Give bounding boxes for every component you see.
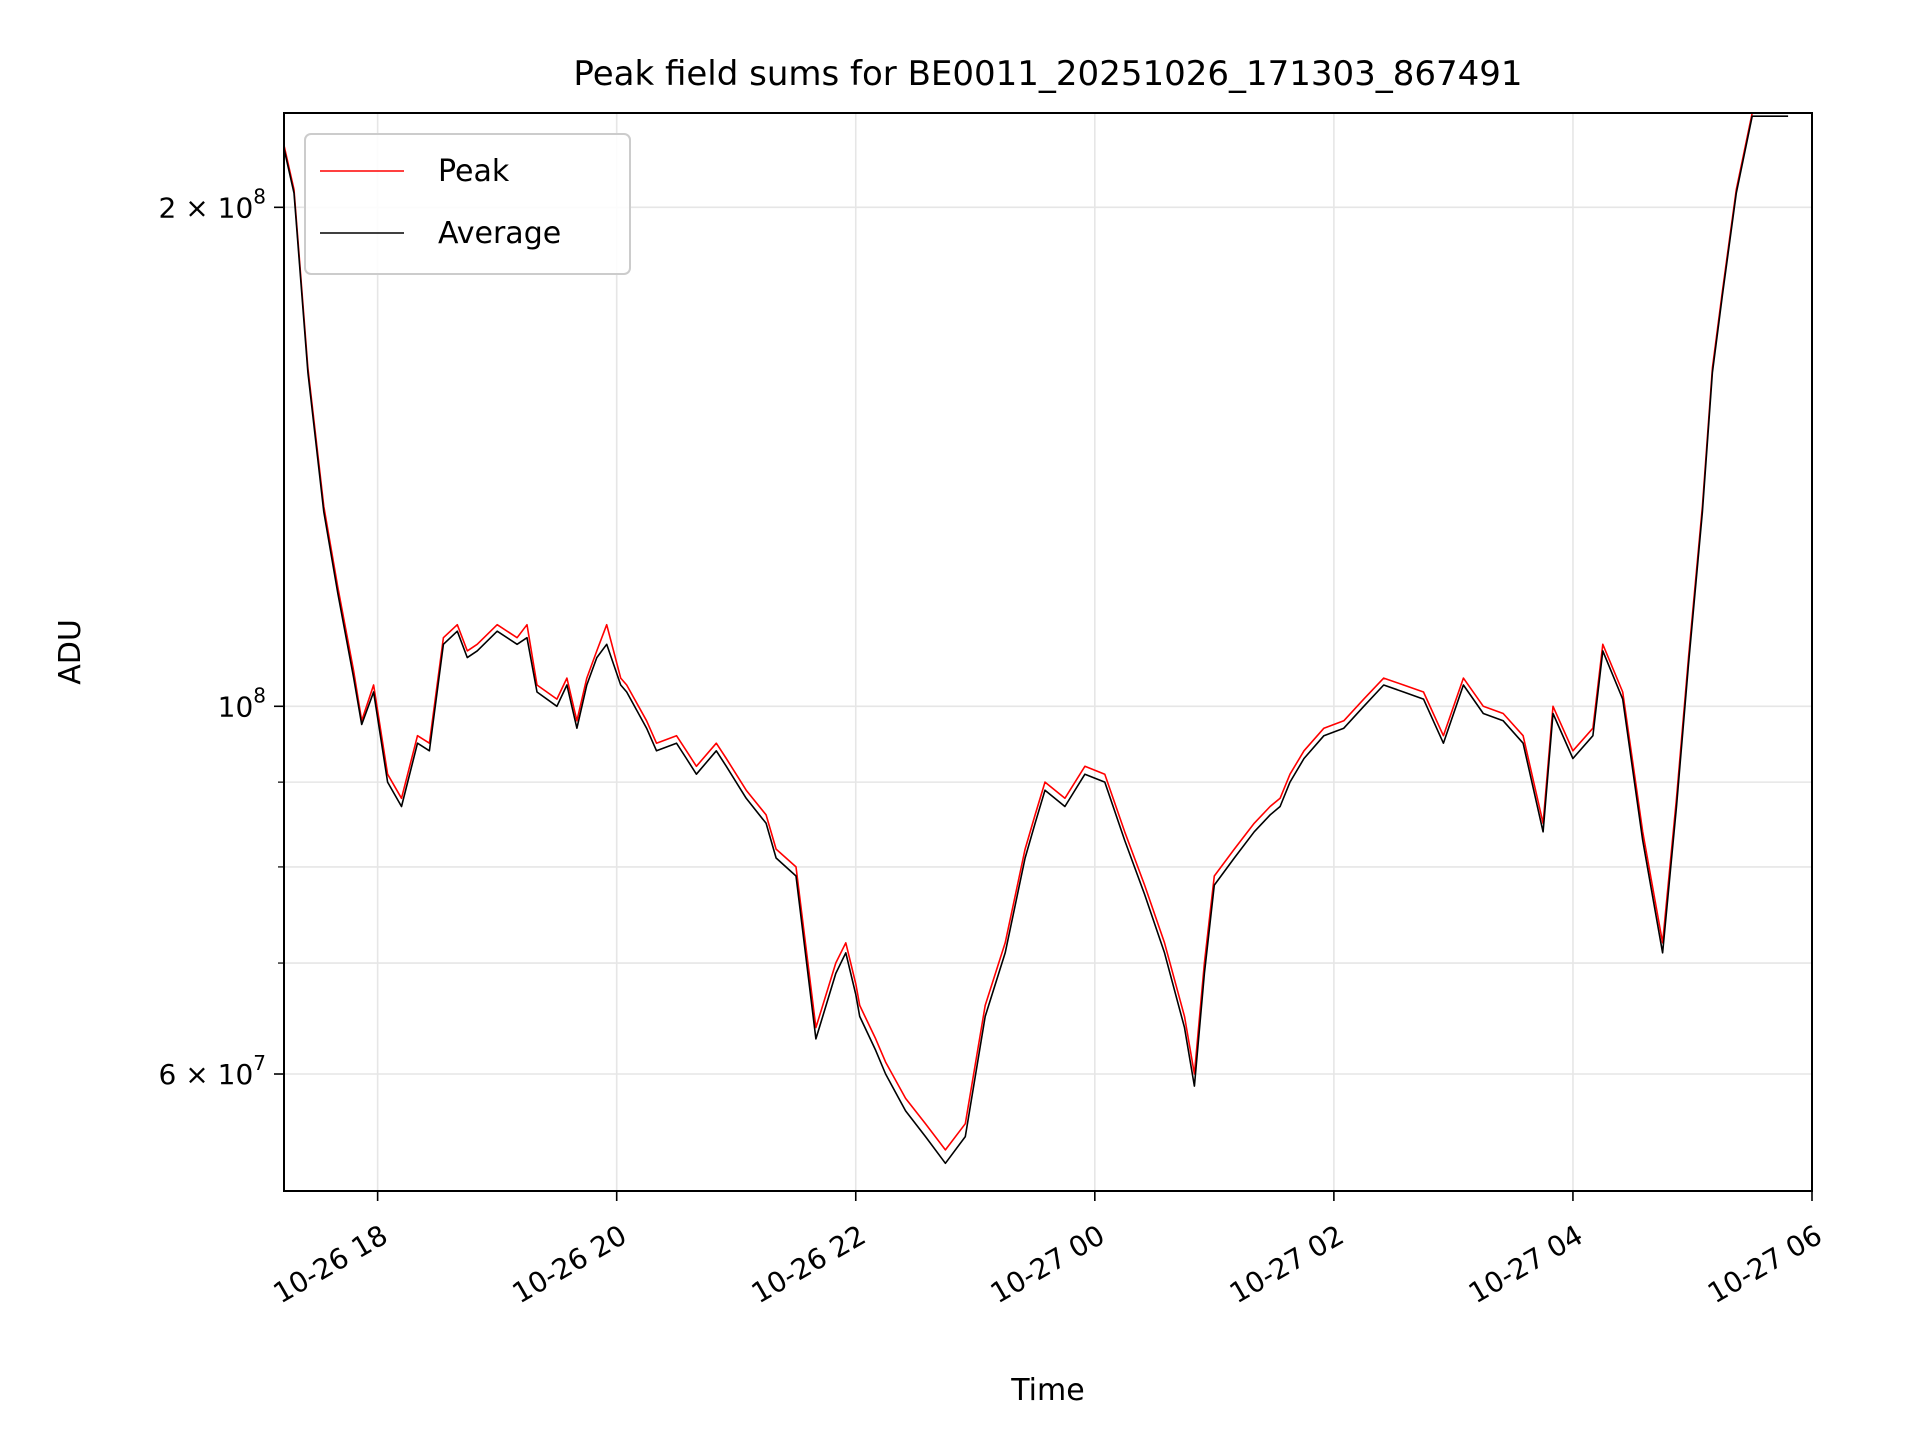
y-axis-label: ADU <box>53 619 88 685</box>
grid <box>284 113 1812 1191</box>
y-tick-label: 2 × 108 <box>159 184 266 224</box>
legend-label-average: Average <box>438 216 561 251</box>
y-tick-label: 6 × 107 <box>159 1051 266 1091</box>
x-axis-label: Time <box>1010 1373 1084 1408</box>
legend-box <box>304 133 631 275</box>
series-line-peak <box>284 113 1789 1151</box>
y-tick-label: 108 <box>218 683 266 723</box>
chart-title: Peak field sums for BE0011_20251026_1713… <box>573 54 1522 94</box>
series-line-average <box>284 115 1789 1165</box>
legend: Peak Average <box>304 133 631 275</box>
plot-frame <box>283 112 1813 1192</box>
series-layer <box>284 113 1789 1165</box>
legend-label-peak: Peak <box>438 154 510 189</box>
y-axis-ticks: 6 × 107 108 2 × 108 <box>159 184 284 1091</box>
